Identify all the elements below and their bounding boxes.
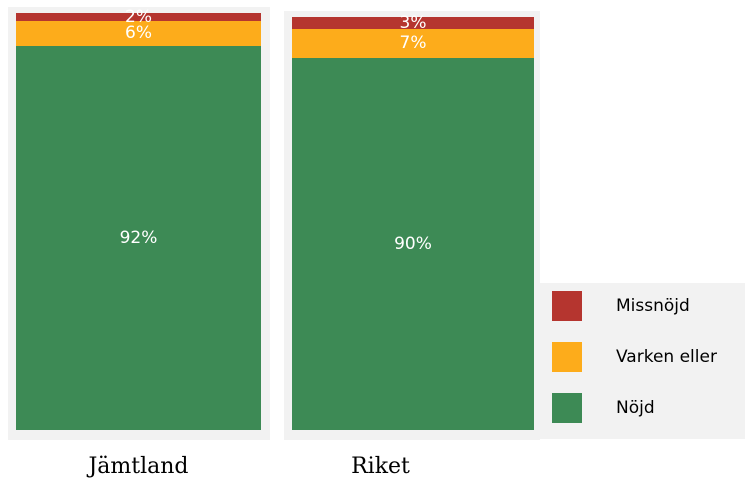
data-label-varken-eller-jamtland: 6% [125, 23, 152, 44]
legend-item-varken: Varken eller [552, 342, 717, 372]
legend-swatch-varken [552, 342, 582, 372]
legend-item-missnojd: Missnöjd [552, 291, 690, 321]
legend: Missnöjd Varken eller Nöjd [540, 283, 745, 439]
data-label-varken-eller-riket: 7% [399, 33, 427, 54]
legend-label-varken: Varken eller [616, 347, 717, 367]
legend-item-nojd: Nöjd [552, 393, 655, 423]
bar-segment-missnojd-riket: 3% [292, 12, 534, 33]
bar-jamtland: 2% 6% 92% [16, 8, 261, 430]
data-label-nojd-jamtland: 92% [119, 227, 158, 248]
category-label-riket: Riket [351, 454, 410, 479]
bar-segment-nojd-jamtland: 92% [16, 46, 261, 430]
bar-segment-missnojd-jamtland: 2% [16, 8, 261, 25]
legend-label-nojd: Nöjd [616, 398, 655, 418]
data-label-nojd-riket: 90% [394, 233, 432, 254]
bar-segment-varken-eller-riket: 7% [292, 29, 534, 59]
legend-swatch-missnojd [552, 291, 582, 321]
data-label-missnojd-jamtland: 2% [125, 6, 152, 27]
data-label-missnojd-riket: 3% [399, 12, 427, 33]
category-label-jamtland: Jämtland [88, 454, 189, 479]
bar-segment-varken-eller-jamtland: 6% [16, 21, 261, 47]
bar-segment-nojd-riket: 90% [292, 58, 534, 430]
legend-swatch-nojd [552, 393, 582, 423]
legend-label-missnojd: Missnöjd [616, 296, 690, 316]
bar-riket: 3% 7% 90% [292, 12, 534, 430]
